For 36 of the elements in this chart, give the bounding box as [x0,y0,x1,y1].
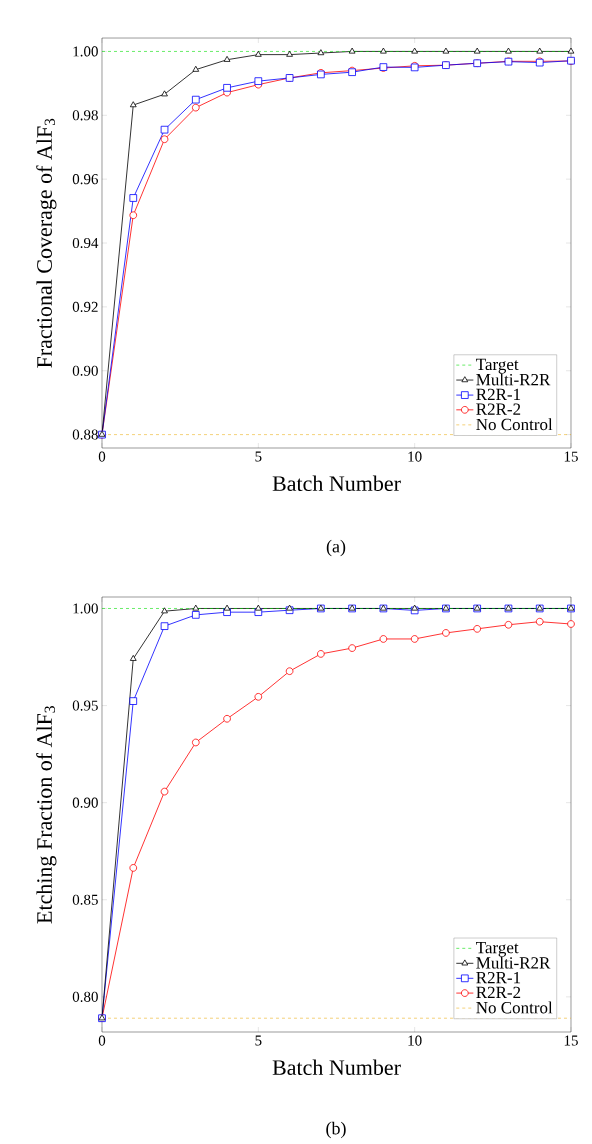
text: (a) [326,539,346,557]
y-tick-label: 0.94 [72,237,99,249]
x-tick-label: 0 [98,451,106,462]
legend-label: R2R-1 [476,971,521,984]
x-tick-label: 10 [408,451,422,462]
y-tick-label: 0.95 [72,700,98,711]
y-tick-label: 1.00 [73,46,98,57]
y-tick-label: 0.88 [72,429,98,440]
x-axis-title: Batch Number [272,1059,401,1076]
y-axis-title: Fractional Coverage of AlF$_{3}$ [36,118,57,368]
y-axis-title: Etching Fraction of AlF$_{3}$ [36,706,57,924]
legend-label: Target [476,358,519,374]
y-tick-label: 0.85 [72,894,98,905]
legend-label: R2R-1 [476,388,521,400]
legend-label: Multi-R2R [476,373,551,386]
ref-line-label: No Control [476,418,553,431]
legend-label: R2R-2 [476,403,521,415]
x-axis-title: Batch Number [272,475,401,492]
legend-label: Multi-R2R [476,956,551,969]
x-tick-label: 0 [98,1035,106,1046]
x-tick-label: 10 [408,1035,422,1046]
legend-label: R2R-2 [476,986,521,998]
y-tick-label: 0.90 [72,365,98,376]
y-tick-label: 1.00 [73,603,98,614]
ref-line-label: No Control [476,1001,553,1014]
y-tick-label: 0.98 [72,110,98,121]
x-tick-label: 15 [564,1035,578,1046]
x-tick-label: 5 [255,1035,262,1046]
x-tick-label: 15 [564,451,578,462]
y-tick-label: 0.96 [72,174,99,185]
y-tick-label: 0.80 [72,991,98,1002]
legend-label: Target [476,942,519,957]
y-tick-label: 0.90 [72,797,98,808]
y-tick-label: 0.92 [72,301,98,312]
text: (b) [326,1121,346,1139]
x-tick-label: 5 [255,451,262,462]
